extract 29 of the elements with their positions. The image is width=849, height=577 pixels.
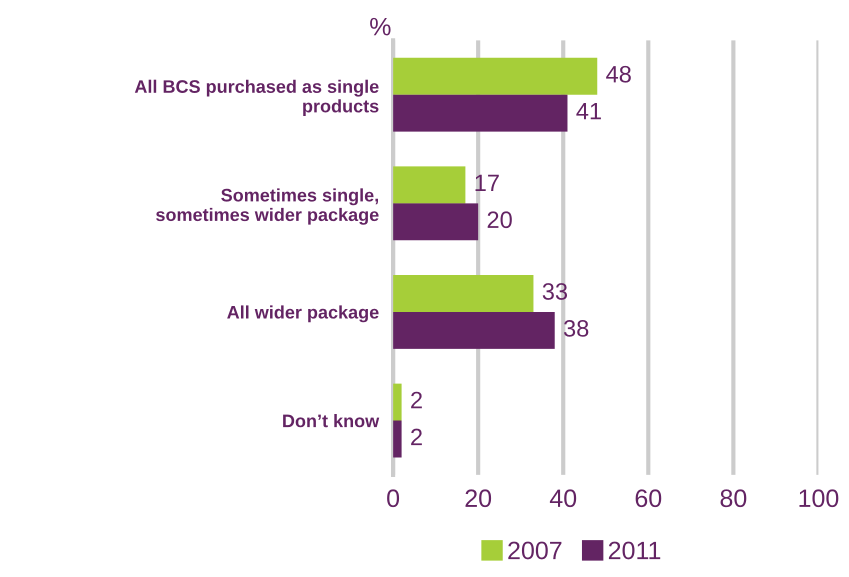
bar <box>393 203 478 240</box>
y-tick-label: All wider package <box>227 305 379 322</box>
x-tick-label: 20 <box>466 489 492 508</box>
data-label: 2 <box>411 428 422 446</box>
data-label: 33 <box>542 283 568 300</box>
data-label: 20 <box>488 211 512 228</box>
y-tick-label: Sometimes single, sometimes wider package <box>156 188 379 225</box>
x-tick-label: 40 <box>550 489 576 508</box>
x-axis-title: % <box>370 18 391 36</box>
bar <box>393 58 598 95</box>
y-tick-label: All BCS purchased as single products <box>134 80 379 116</box>
x-tick-label: 80 <box>720 489 746 508</box>
x-tick-label: 0 <box>387 489 400 508</box>
bar <box>393 420 402 458</box>
data-label: 2 <box>411 392 422 408</box>
legend-label: 2011 <box>608 542 660 560</box>
data-label: 17 <box>476 174 499 191</box>
x-tick-label: 100 <box>799 489 838 508</box>
legend-label: 2007 <box>508 542 562 560</box>
data-label: 38 <box>564 320 588 337</box>
y-tick-label: Don’t know <box>283 414 380 428</box>
bar <box>393 94 568 132</box>
x-tick-label: 60 <box>636 489 662 508</box>
bar <box>393 275 534 312</box>
bar <box>393 312 555 349</box>
data-label: 41 <box>576 103 601 120</box>
bar <box>393 384 402 421</box>
data-label: 48 <box>606 66 631 83</box>
bar <box>393 166 466 204</box>
